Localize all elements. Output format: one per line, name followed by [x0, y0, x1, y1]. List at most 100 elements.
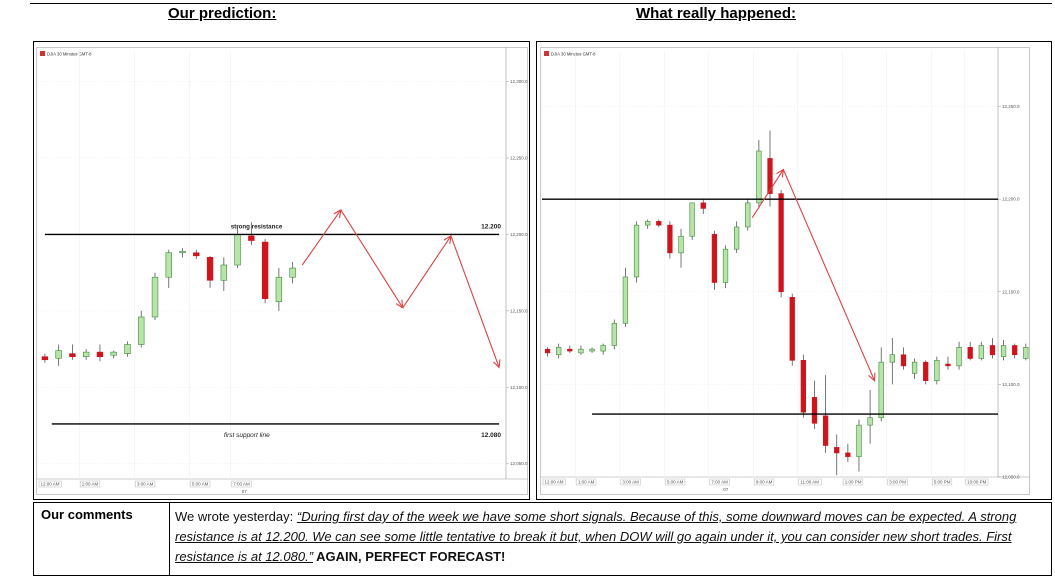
y-tick-label: 12,100.0	[510, 385, 528, 390]
candle-body	[96, 351, 104, 358]
candle-body	[193, 252, 200, 257]
forecast-arrow-head	[492, 359, 501, 369]
candle-body	[989, 345, 996, 356]
candle-body	[69, 353, 76, 358]
forecast-arrow-segment	[782, 169, 876, 381]
x-tick-box	[576, 478, 597, 486]
x-tick-label: 10:00 PM	[967, 480, 987, 485]
comments-quote: “During first day of the week we have so…	[175, 509, 1017, 564]
candle-body	[82, 351, 90, 358]
x-tick-box	[620, 478, 641, 486]
candle-body	[856, 424, 862, 457]
candle-body	[556, 347, 562, 356]
x-tick-label: 9:00 AM	[756, 480, 773, 485]
candle-body	[867, 417, 873, 426]
x-tick-box	[80, 480, 101, 488]
x-tick-box	[190, 480, 211, 488]
forecast-arrow-segment	[340, 209, 404, 309]
candle-body	[261, 241, 269, 299]
y-tick-label: 12,250.0	[1002, 104, 1020, 109]
x-tick-label: 1:00 AM	[82, 482, 99, 487]
y-tick-label: 12,100.0	[1002, 382, 1020, 387]
candle-body	[956, 347, 962, 367]
candle-body	[248, 235, 255, 241]
x-tick-box	[709, 478, 730, 486]
candle-body	[934, 360, 940, 381]
candle-body	[745, 202, 751, 228]
y-tick-label: 12,200.0	[1002, 197, 1020, 202]
x-tick-box	[135, 480, 156, 488]
x-tick-box	[932, 478, 953, 486]
x-tick-box	[843, 478, 864, 486]
candle-body	[1023, 347, 1029, 359]
candle-body	[800, 360, 807, 413]
resistance-value: 12.200	[481, 223, 501, 230]
x-tick-box	[965, 478, 989, 486]
candle-body	[700, 202, 706, 209]
prediction-chart: DJIA 30 Minutes GMT-8 12,300.0 12,250.0 12,…	[36, 47, 528, 495]
x-date-label: 07	[242, 489, 248, 494]
x-tick-label: 5:00 AM	[667, 480, 684, 485]
y-tick-label: 12,150.0	[1002, 289, 1020, 294]
candle-body	[911, 361, 918, 374]
candle-body	[711, 234, 718, 283]
x-tick-box	[38, 480, 62, 488]
x-tick-box	[887, 478, 908, 486]
candle-body	[600, 345, 606, 352]
x-tick-label: 7:00 AM	[233, 482, 250, 487]
candle-body	[900, 354, 907, 367]
chart-border	[36, 47, 528, 495]
candle-body	[234, 234, 241, 266]
forecast-arrow-segment	[450, 235, 500, 368]
candle-body	[967, 347, 973, 359]
x-tick-label: 3:00 PM	[889, 480, 906, 485]
forecast-arrow-segment	[402, 235, 452, 309]
y-tick-label: 12,200.0	[510, 232, 528, 237]
candle-body	[756, 150, 762, 204]
candle-body	[845, 452, 851, 457]
candle-body	[55, 350, 62, 359]
candle-body	[689, 202, 695, 237]
x-tick-label: 1:00 AM	[578, 480, 595, 485]
x-tick-box	[542, 478, 566, 486]
y-tick-label: 12,150.0	[510, 308, 528, 313]
candle-body	[1012, 345, 1018, 356]
y-tick-label: 12,050.0	[510, 461, 528, 466]
candle-body	[722, 248, 729, 283]
x-tick-label: 3:00 AM	[137, 482, 154, 487]
candle-body	[110, 351, 117, 356]
candle-body	[633, 224, 640, 278]
y-tick-label: 12,250.0	[510, 156, 528, 161]
table-divider	[169, 503, 170, 575]
candle-body	[622, 276, 629, 324]
prediction-heading: Our prediction:	[168, 5, 277, 22]
candle-body	[667, 224, 673, 254]
x-date-label: 07	[723, 487, 729, 492]
candle-body	[220, 264, 228, 281]
candle-body	[878, 361, 884, 419]
candle-body	[138, 316, 145, 345]
actual-frame	[536, 41, 1052, 500]
support-value: 12.080	[481, 432, 501, 439]
candle-body	[822, 415, 829, 446]
chart-header-icon	[544, 51, 549, 56]
x-tick-label: 5:00 PM	[934, 480, 951, 485]
candle-body	[778, 193, 784, 293]
candle-body	[41, 356, 49, 361]
candle-body	[206, 257, 214, 281]
candle-body	[179, 250, 186, 254]
chart-header-icon	[40, 51, 45, 56]
x-tick-label: 12:00 AM	[545, 480, 564, 485]
candle-body	[678, 235, 684, 254]
forecast-arrow-head	[395, 299, 404, 309]
comments-table: Our comments We wrote yesterday: “During…	[33, 502, 1052, 576]
candle-body	[767, 158, 773, 194]
top-rule	[30, 3, 1052, 4]
candle-body	[889, 354, 895, 363]
y-tick-label: 12,300.0	[510, 79, 528, 84]
forecast-arrow-head	[868, 372, 876, 382]
comments-label: Our comments	[41, 507, 133, 522]
candle-body	[834, 447, 840, 454]
candle-body	[578, 348, 584, 354]
candle-body	[645, 221, 651, 226]
